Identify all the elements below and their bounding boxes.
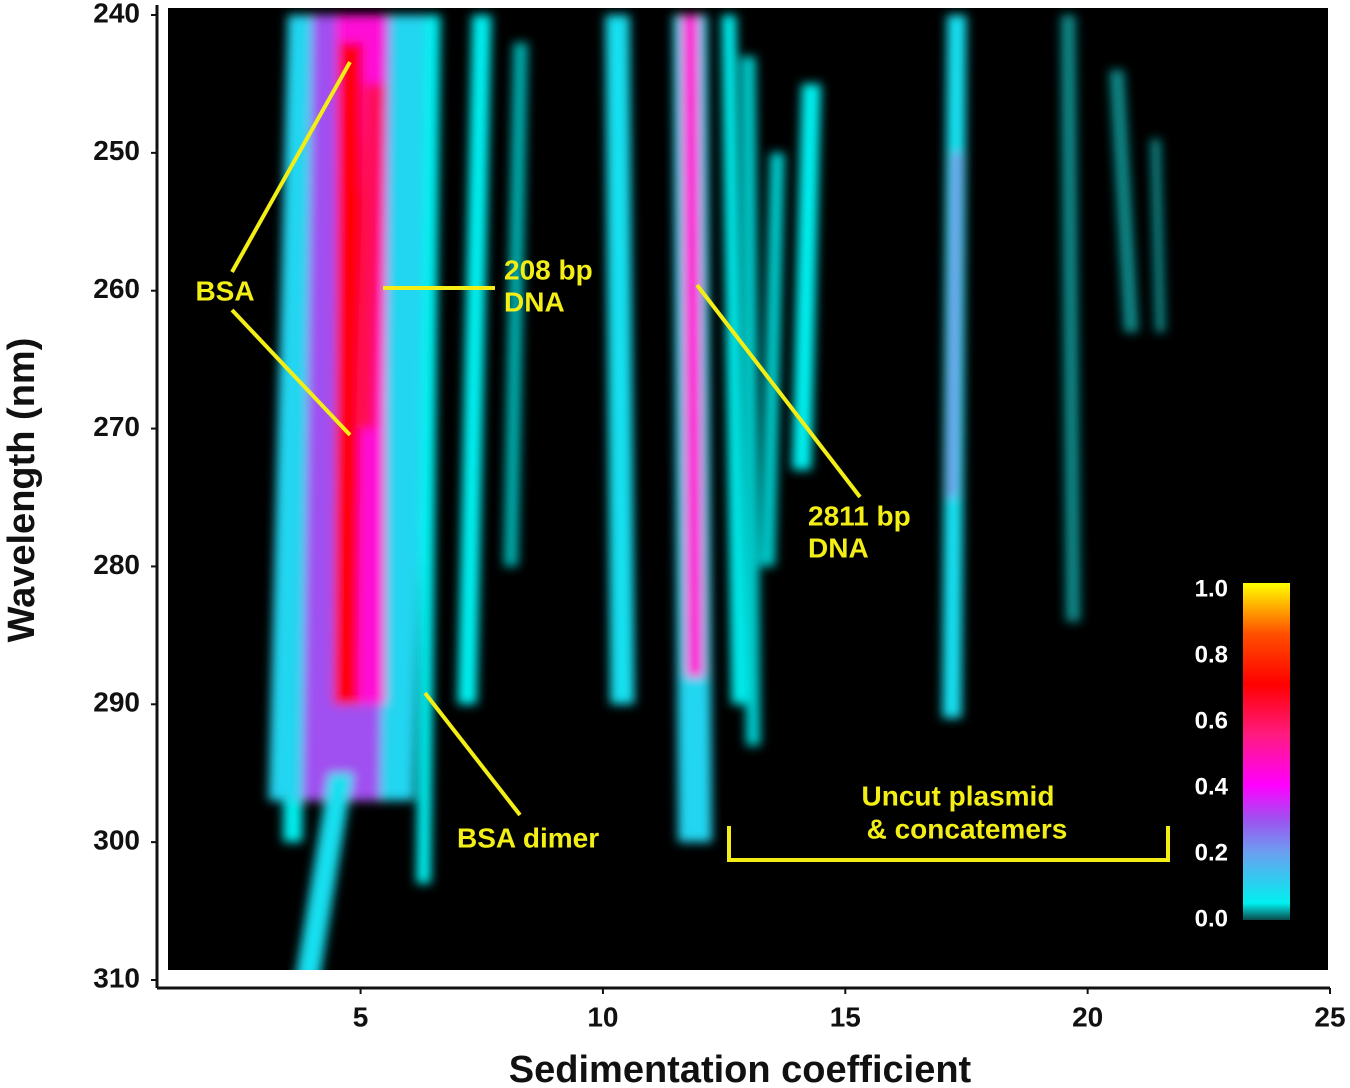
y-axis-title: Wavelength (nm) [1,338,43,643]
x-tick-label: 10 [587,1001,618,1032]
annotation: Uncut plasmid [862,780,1055,811]
x-tick-label: 15 [830,1001,861,1032]
colorbar-tick-label: 0.6 [1195,707,1228,734]
colorbar-tick-label: 1.0 [1195,575,1228,602]
streak [457,15,492,705]
colorbar-tick-label: 0.4 [1195,773,1229,800]
annotation: DNA [808,532,869,563]
streak [503,42,528,567]
streak [721,15,746,705]
x-tick-label: 25 [1314,1001,1345,1032]
annotation: DNA [504,286,565,317]
y-tick-label: 300 [93,825,140,856]
x-axis-title: Sedimentation coefficient [509,1049,972,1088]
colorbar-tick-label: 0.8 [1195,641,1228,668]
streak [416,15,441,884]
y-tick-label: 310 [93,962,140,993]
annotation: 208 bp [504,254,593,285]
streak [1060,15,1081,622]
x-tick-label: 5 [353,1001,369,1032]
colorbar-tick-label: 0.2 [1195,839,1228,866]
annotation: 2811 bp [808,500,911,531]
streak [948,152,961,498]
colorbar-tick-label: 0.0 [1195,905,1228,932]
bracket [727,826,1170,862]
y-tick-label: 260 [93,273,140,304]
annotation: & concatemers [867,813,1068,844]
heatmap [268,15,1166,970]
streak [296,773,354,970]
annotation-line [695,283,862,499]
streak [760,152,785,567]
annotation: BSA [195,275,254,306]
streak [1150,139,1166,333]
streak [355,83,385,429]
streak [681,15,704,677]
y-tick-label: 280 [93,549,140,580]
streak [1109,70,1139,333]
streak [333,42,364,705]
annotation-line [423,691,522,817]
annotation-lines [230,61,1170,862]
streak [605,15,635,705]
y-tick-label: 240 [93,0,140,28]
streak [741,56,761,746]
annotation-line [230,308,352,437]
y-tick-label: 290 [93,687,140,718]
x-tick-label: 20 [1072,1001,1103,1032]
y-tick-label: 270 [93,411,140,442]
streak [791,83,822,470]
y-tick-label: 250 [93,135,140,166]
annotation: BSA dimer [457,822,599,853]
annotation-line [230,61,352,273]
colorbar [1243,583,1290,920]
